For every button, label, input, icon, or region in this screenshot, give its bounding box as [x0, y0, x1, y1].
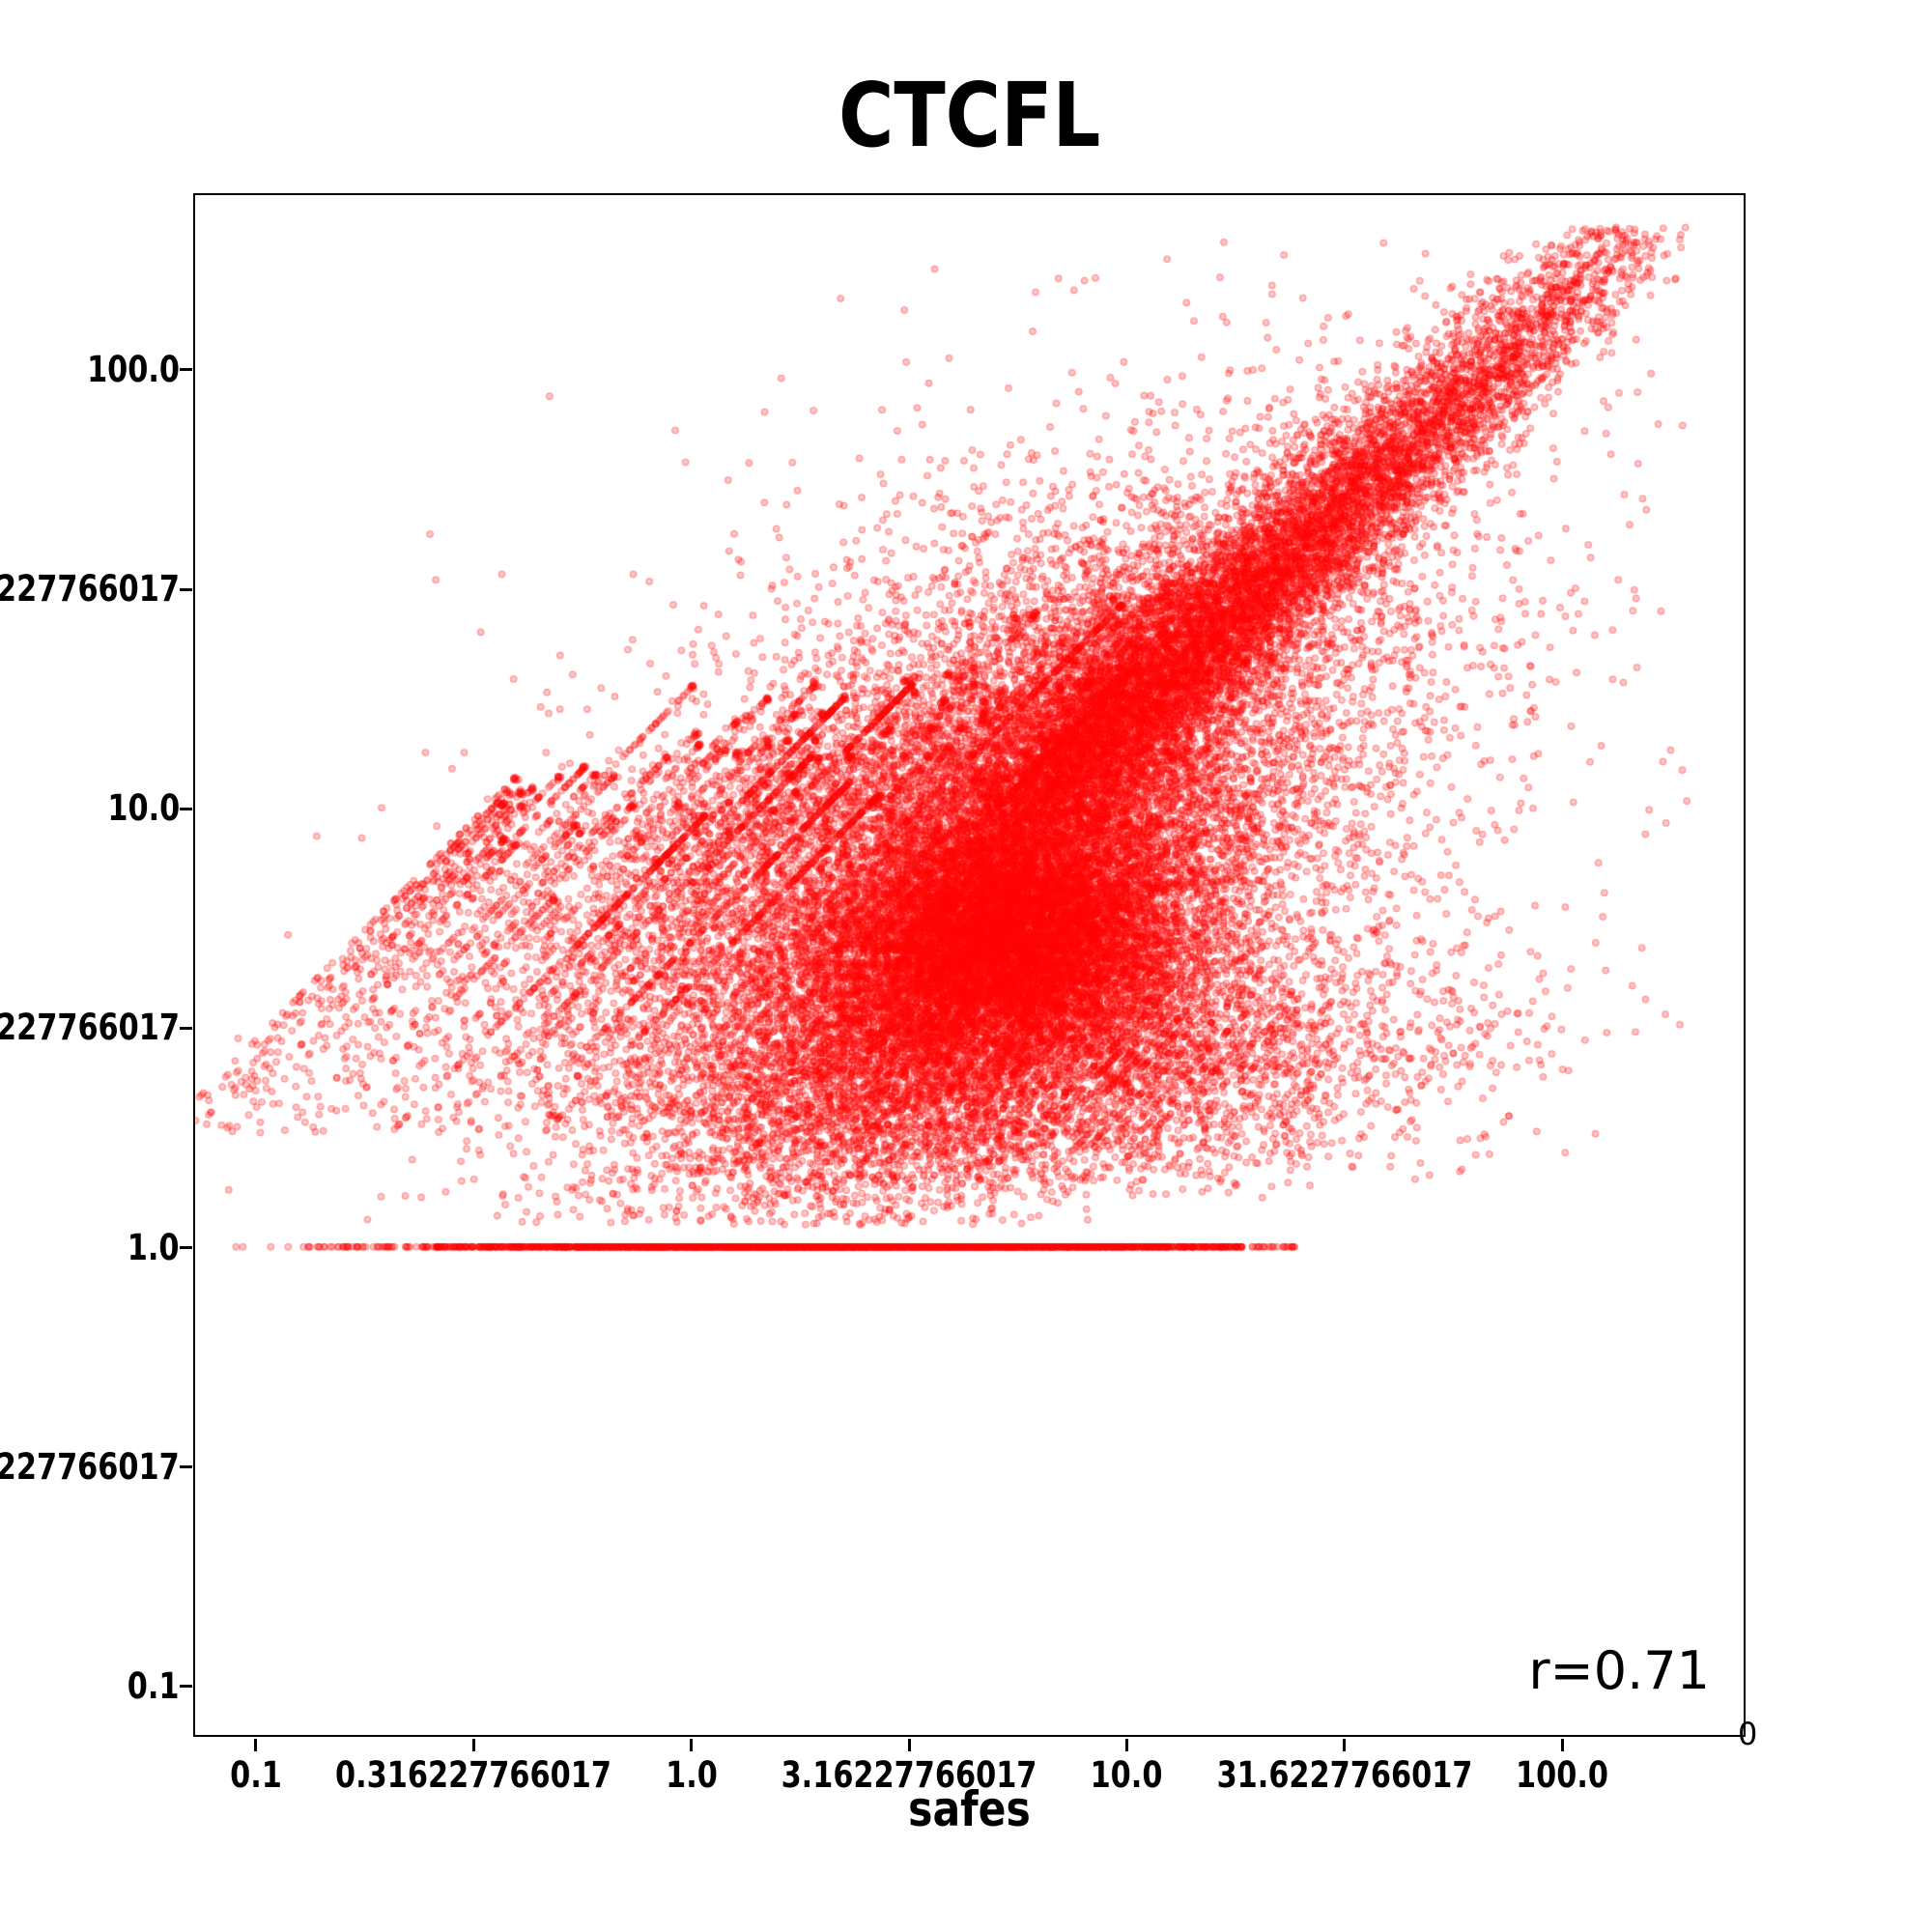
- plot-area: [193, 193, 1746, 1737]
- y-tick-label: 1.0: [128, 1227, 180, 1268]
- x-tick-mark: [908, 1739, 911, 1751]
- x-tick-mark: [1561, 1739, 1564, 1751]
- x-tick-mark: [1343, 1739, 1346, 1751]
- corner-clipped-tick-glyph: 0: [1738, 1716, 1758, 1752]
- x-tick-label: 0.1: [230, 1754, 282, 1796]
- y-tick-mark: [180, 1465, 192, 1468]
- x-tick-label: 10.0: [1090, 1754, 1163, 1796]
- y-tick-mark: [180, 1027, 192, 1030]
- scatter-canvas: [195, 195, 1744, 1735]
- y-tick-label: 31.6227766017: [0, 568, 181, 610]
- x-tick-mark: [472, 1739, 475, 1751]
- x-tick-label: 3.16227766017: [781, 1754, 1037, 1796]
- x-tick-label: 1.0: [666, 1754, 718, 1796]
- x-axis-label: safes: [908, 1781, 1031, 1837]
- x-tick-mark: [690, 1739, 693, 1751]
- y-tick-mark: [180, 588, 192, 591]
- correlation-annotation: r=0.71: [1528, 1640, 1710, 1701]
- x-tick-mark: [1125, 1739, 1128, 1751]
- y-tick-label: 0.316227766017: [0, 1446, 180, 1488]
- y-tick-label: 10.0: [107, 787, 180, 829]
- plot-title: CTCFL: [838, 64, 1101, 167]
- y-tick-mark: [180, 808, 192, 810]
- x-tick-label: 100.0: [1516, 1754, 1608, 1796]
- x-tick-mark: [254, 1739, 257, 1751]
- y-tick-label: 0.1: [128, 1665, 180, 1707]
- x-tick-label: 31.6227766017: [1216, 1754, 1473, 1796]
- y-tick-mark: [180, 368, 192, 371]
- y-tick-mark: [180, 1685, 192, 1688]
- y-tick-label: 100.0: [87, 349, 180, 390]
- y-tick-label: 3.16227766017: [0, 1007, 181, 1048]
- y-tick-mark: [180, 1246, 192, 1249]
- x-tick-label: 0.316227766017: [335, 1754, 611, 1796]
